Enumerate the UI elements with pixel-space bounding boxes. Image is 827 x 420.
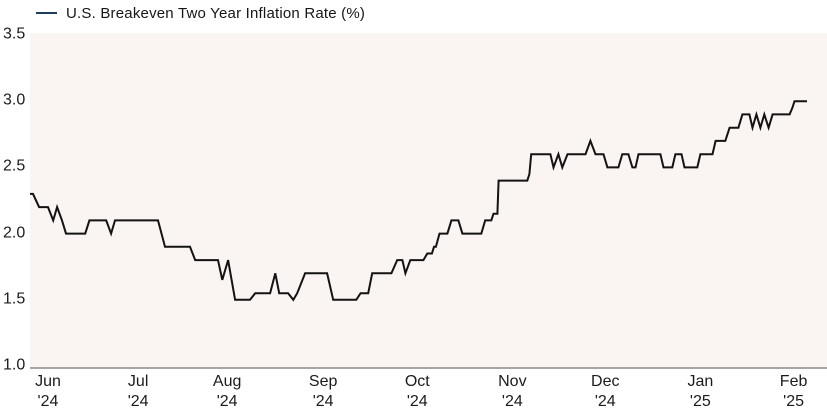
x-tick-label: Aug '24 [212,373,242,411]
legend-line-marker [36,12,57,14]
y-tick-label: 2.5 [3,158,26,176]
y-tick-label: 1.0 [3,356,26,374]
chart-legend: U.S. Breakeven Two Year Inflation Rate (… [36,4,365,22]
x-axis-line [30,367,827,369]
plot-area-background [30,33,827,368]
x-tick-label: Jan '25 [687,373,714,411]
y-tick-label: 3.0 [3,91,26,109]
y-tick-label: 1.5 [3,290,26,308]
x-tick-label: Nov '24 [498,373,527,411]
x-tick-label: Jul '24 [127,373,149,411]
x-tick-label: Jun '24 [35,373,61,411]
y-tick-label: 3.5 [3,25,26,43]
y-tick-label: 2.0 [3,224,26,242]
legend-label: U.S. Breakeven Two Year Inflation Rate (… [66,4,366,22]
x-tick-label: Oct '24 [404,373,430,411]
x-tick-label: Sep '24 [308,373,338,411]
x-tick-label: Feb '25 [779,373,808,411]
breakeven-line-series [30,100,807,302]
x-tick-label: Dec '24 [591,373,620,411]
